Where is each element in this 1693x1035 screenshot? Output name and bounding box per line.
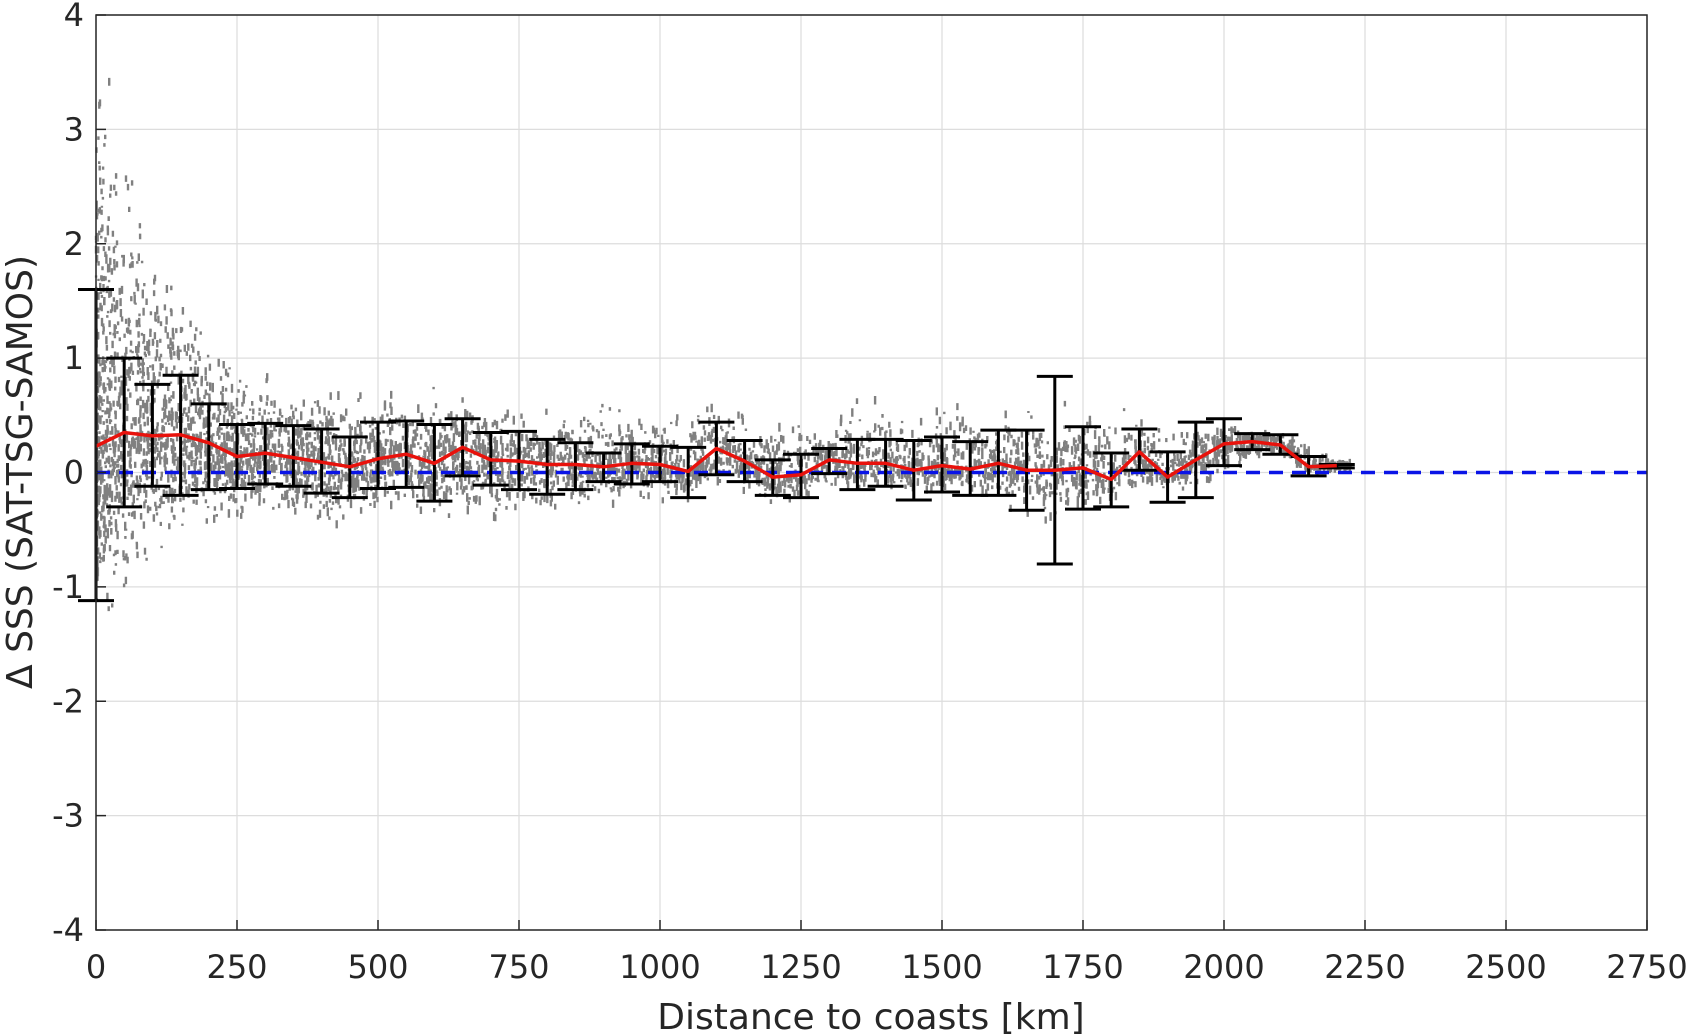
y-tick-label: 1	[64, 339, 84, 377]
x-tick-label: 1750	[1042, 948, 1123, 986]
y-tick-label: 0	[64, 454, 84, 492]
x-tick-label: 1500	[901, 948, 982, 986]
mean-line-group	[95, 430, 1337, 482]
x-tick-label: 750	[488, 948, 549, 986]
x-tick-label: 1250	[760, 948, 841, 986]
x-tick-label: 500	[347, 948, 408, 986]
y-tick-label: 2	[64, 225, 84, 263]
x-tick-label: 250	[206, 948, 267, 986]
y-tick-label: 3	[64, 110, 84, 148]
y-tick-label: -3	[52, 797, 84, 835]
x-axis-label: Distance to coasts [km]	[657, 997, 1084, 1035]
error-bar	[529, 437, 566, 496]
error-bar	[1121, 427, 1158, 472]
y-axis-label: Δ SSS (SAT-TSG-SAMOS)	[0, 255, 41, 689]
x-tick-label: 2250	[1324, 948, 1405, 986]
y-tick-label: -4	[52, 911, 84, 949]
mean-line	[95, 430, 1337, 482]
x-tick-label: 2000	[1183, 948, 1264, 986]
y-axis-ticks: 4 3 2 1 0 -1 -2 -3 -4	[52, 0, 106, 949]
x-tick-label: 1000	[619, 948, 700, 986]
x-tick-label: 2500	[1465, 948, 1546, 986]
x-tick-label: 2750	[1606, 948, 1687, 986]
y-tick-label: -1	[52, 568, 84, 606]
y-tick-label: 4	[64, 0, 84, 34]
y-tick-label: -2	[52, 682, 84, 720]
x-axis-ticks: 0 250 500 750 1000 1250 1500 1750 2000 2250 2500 27…	[86, 920, 1688, 986]
x-tick-label: 0	[86, 948, 106, 986]
